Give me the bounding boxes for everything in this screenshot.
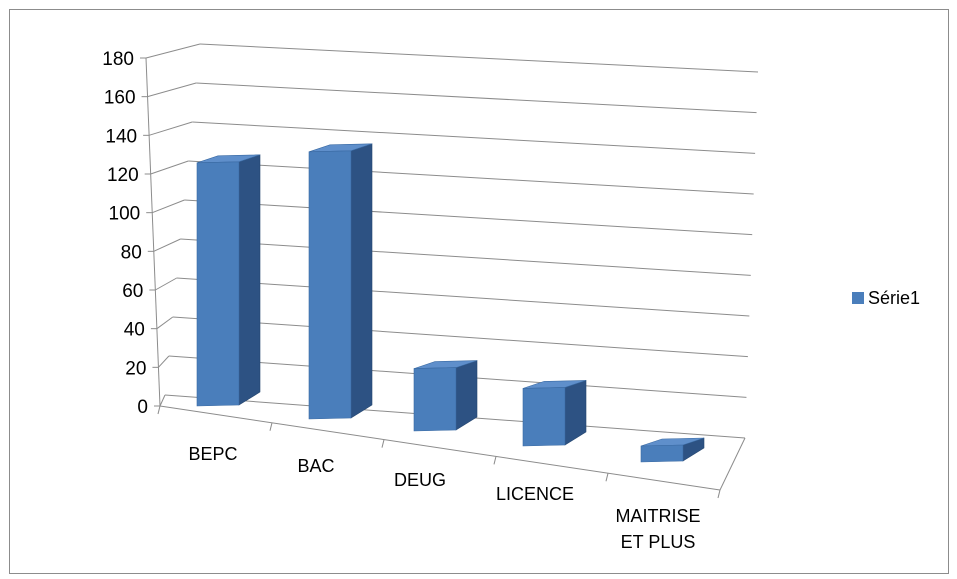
- back-gridline: [188, 160, 754, 195]
- legend-label: Série1: [868, 288, 920, 308]
- x-tick-mark: [717, 489, 721, 499]
- x-tick-mark: [605, 473, 609, 482]
- back-gridline: [176, 277, 750, 317]
- side-gridline: [147, 82, 197, 98]
- y-tick-label: 20: [125, 358, 146, 379]
- legend-swatch: [852, 292, 864, 304]
- side-gridline: [159, 394, 166, 407]
- x-category-label-line: ET PLUS: [621, 532, 696, 552]
- floor-front-edge: [159, 405, 721, 491]
- chart-area: [9, 9, 949, 574]
- y-axis-ticks: 0 20 40 60 80 100 120 140 160 180: [102, 49, 148, 418]
- side-gridline: [153, 238, 181, 252]
- bar-side: [350, 143, 373, 419]
- y-tick-label: 140: [105, 126, 137, 147]
- bar-side: [564, 379, 587, 446]
- y-tick-label: 0: [137, 397, 148, 418]
- y-tick-label: 160: [104, 88, 136, 109]
- side-gridline: [152, 199, 185, 214]
- back-gridline: [172, 316, 748, 358]
- x-tick-mark: [269, 422, 273, 431]
- bar-side: [455, 360, 478, 431]
- floor-right-edge: [719, 437, 746, 491]
- x-category-label: BEPC: [188, 444, 237, 464]
- bar-front: [413, 367, 457, 432]
- side-gridline: [158, 355, 170, 368]
- x-tick-mark: [381, 439, 385, 448]
- back-gridline: [199, 43, 759, 73]
- x-tick-mark: [157, 405, 161, 415]
- side-gridline: [156, 316, 174, 330]
- x-tick-mark: [493, 456, 497, 465]
- bar-front: [308, 150, 352, 420]
- x-category-label-line: BAC: [297, 456, 334, 476]
- bar-front: [522, 387, 566, 447]
- y-tick-label: 40: [124, 320, 145, 341]
- side-gridline: [155, 277, 177, 291]
- side-gridline: [150, 160, 189, 175]
- back-gridline: [192, 121, 756, 154]
- chart-walls: [145, 57, 746, 491]
- side-gridline: [148, 121, 193, 136]
- bar-front: [196, 161, 240, 407]
- y-tick-label: 120: [107, 165, 139, 186]
- gridlines: [140, 43, 759, 499]
- bars: [196, 143, 705, 463]
- left-wall-edge: [145, 57, 161, 407]
- y-tick-label: 100: [109, 204, 141, 225]
- x-category-label-line: MAITRISE: [615, 506, 700, 526]
- y-tick-label: 180: [102, 49, 134, 70]
- x-category-label-line: LICENCE: [496, 484, 574, 504]
- back-gridline: [184, 199, 753, 236]
- x-category-label: BAC: [297, 456, 334, 476]
- x-axis-categories: BEPC BAC DEUG LICENCE MAITRISE ET PLUS: [188, 444, 700, 552]
- legend: Série1: [852, 288, 920, 308]
- x-category-label-line: DEUG: [394, 470, 446, 490]
- back-gridline: [180, 238, 751, 276]
- y-tick-label: 80: [121, 242, 142, 263]
- back-gridline: [196, 82, 757, 114]
- y-tick-label: 60: [122, 281, 143, 302]
- x-category-label-line: BEPC: [188, 444, 237, 464]
- x-category-label: MAITRISE ET PLUS: [615, 506, 700, 552]
- bar-front: [640, 444, 684, 463]
- bar-side: [238, 154, 261, 406]
- x-category-label: DEUG: [394, 470, 446, 490]
- x-category-label: LICENCE: [496, 484, 574, 504]
- side-gridline: [145, 43, 201, 59]
